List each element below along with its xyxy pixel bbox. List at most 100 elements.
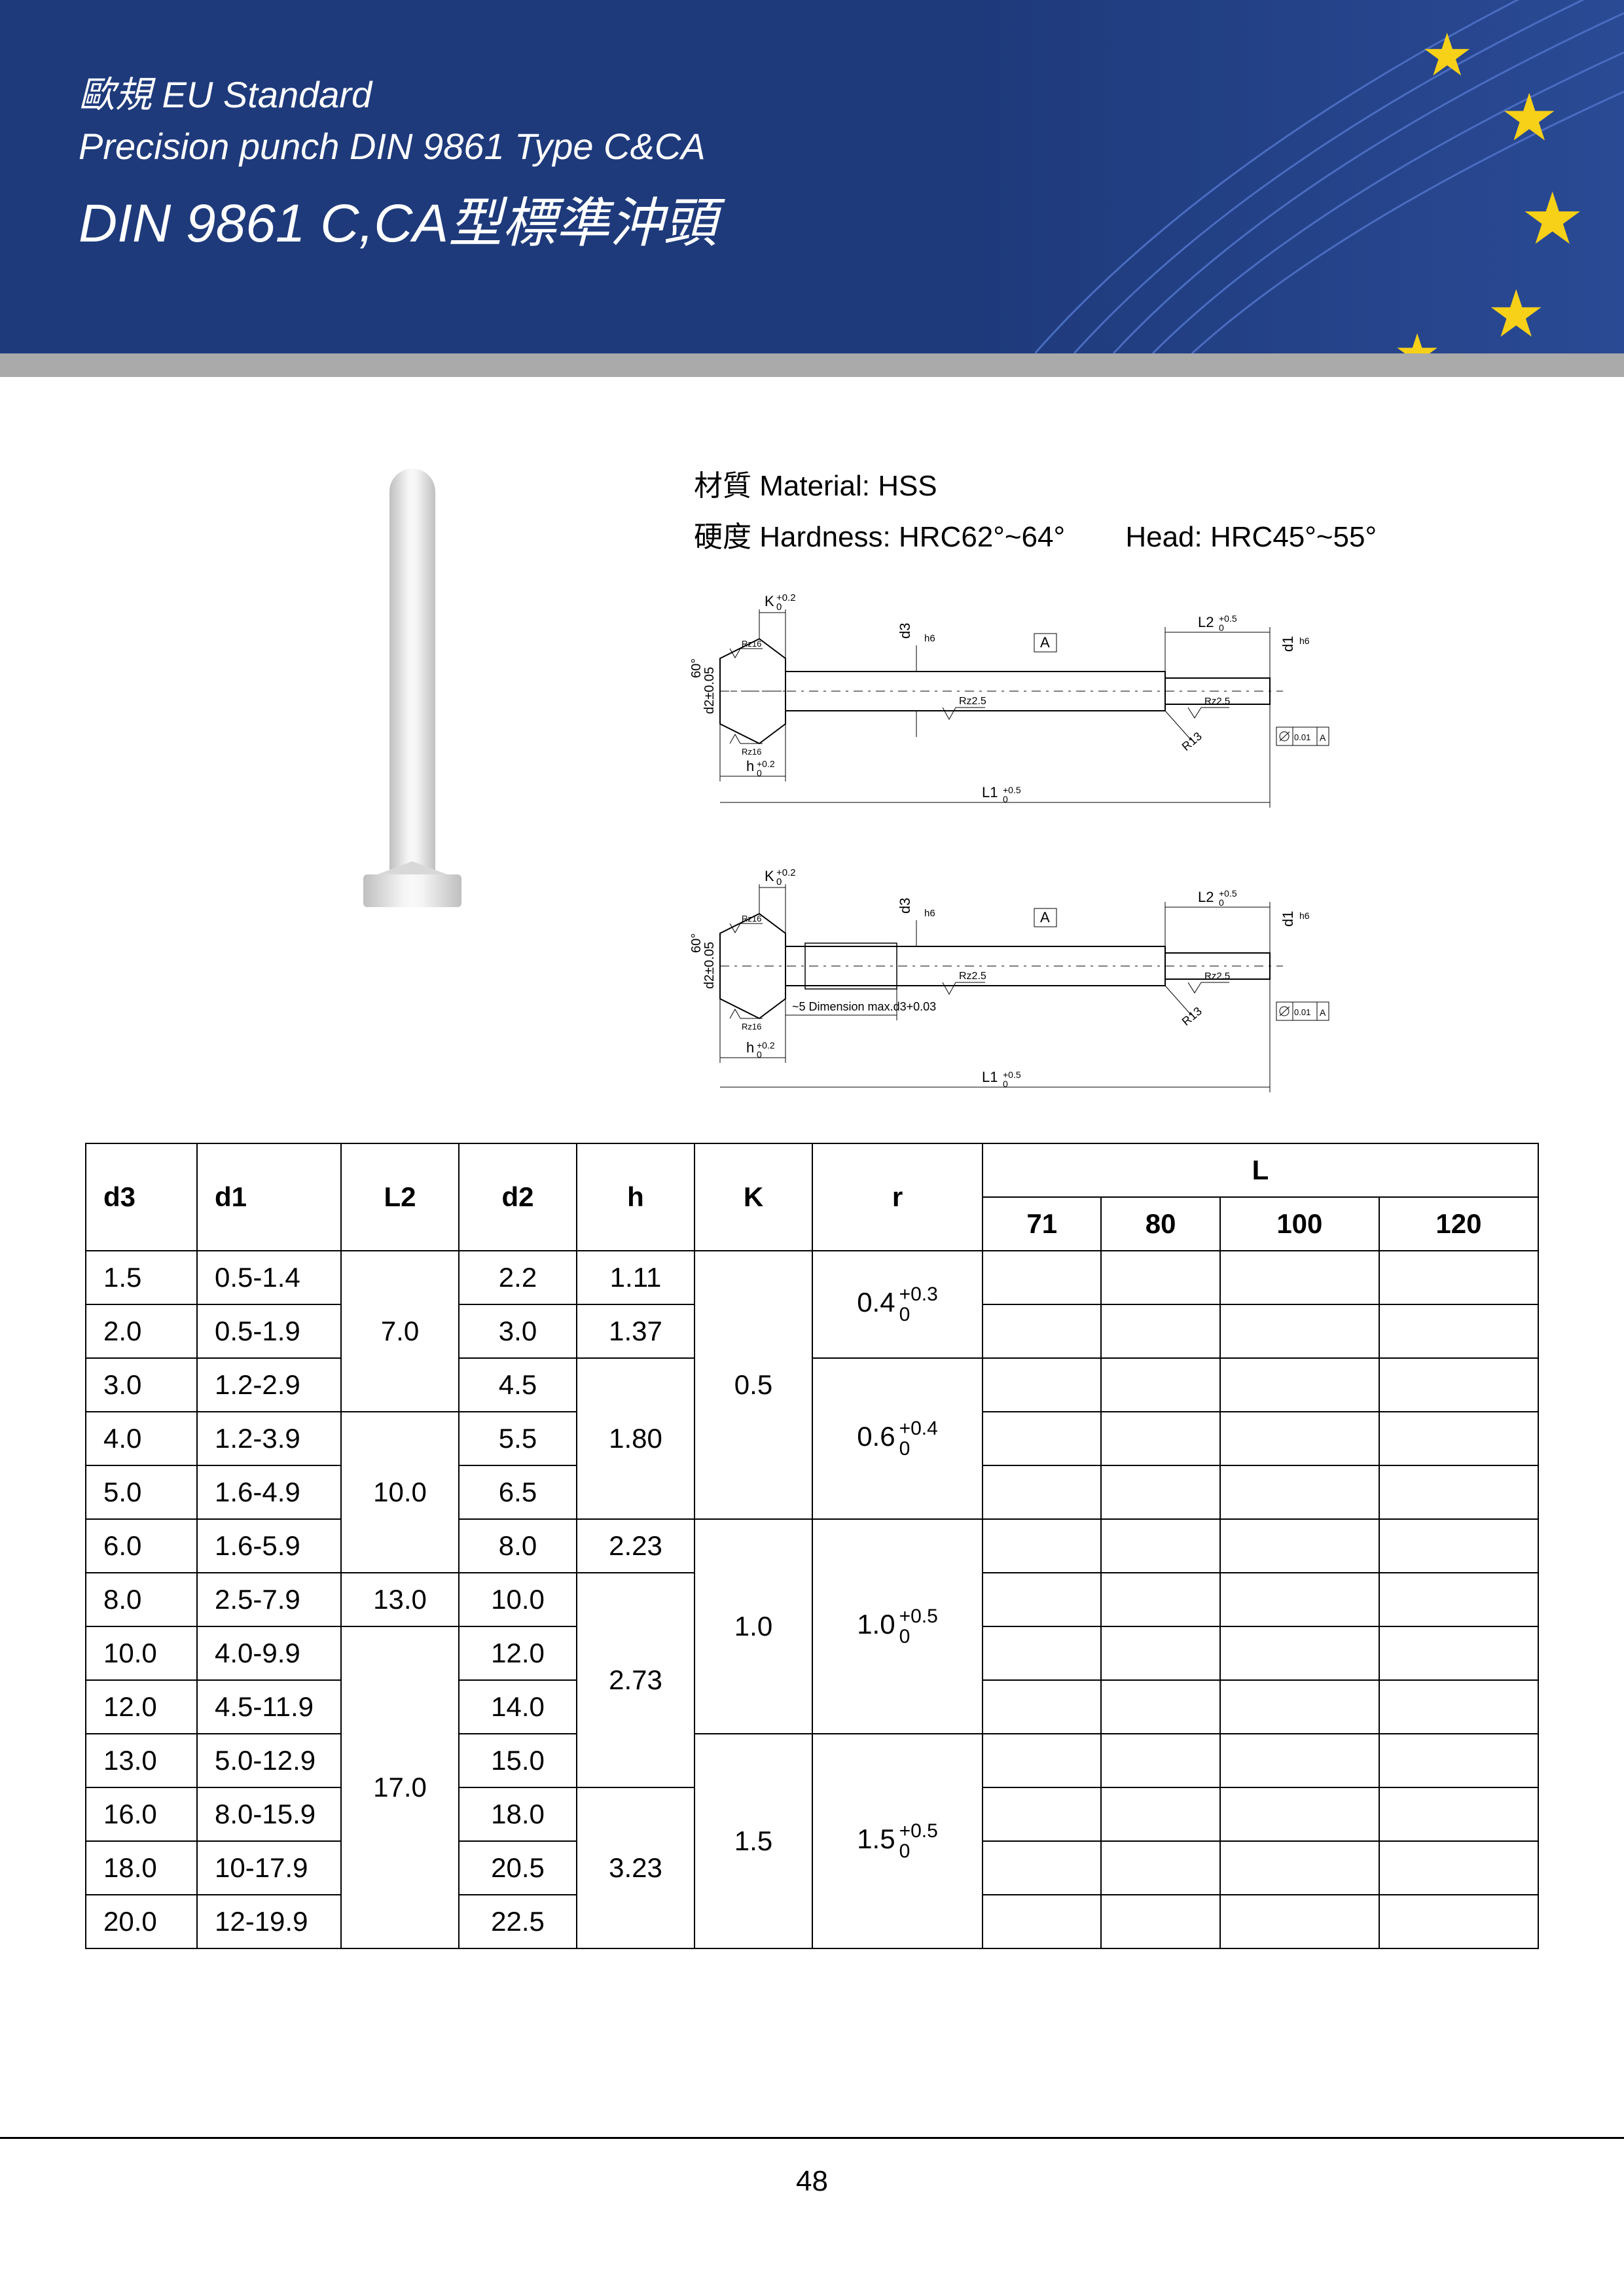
svg-text:h6: h6: [924, 633, 935, 644]
cell-d3: 5.0: [86, 1465, 197, 1519]
cell-L: [1101, 1841, 1219, 1895]
cell-d1: 1.2-3.9: [197, 1412, 341, 1465]
cell-L: [1101, 1358, 1219, 1412]
technical-diagram-2: K+0.20 d3h6 A Rz2.5 Rz2.5 R13 L2+0.50 d1…: [681, 848, 1335, 1126]
cell-L: [1220, 1465, 1379, 1519]
svg-text:~5 Dimension max.d3+0.03: ~5 Dimension max.d3+0.03: [792, 1000, 936, 1013]
cell-d1: 0.5-1.4: [197, 1251, 341, 1304]
svg-text:0: 0: [757, 768, 762, 778]
cell-L: [983, 1626, 1101, 1680]
cell-L: [983, 1251, 1101, 1304]
cell-d2: 6.5: [459, 1465, 577, 1519]
cell-L: [1220, 1573, 1379, 1626]
cell-h: 2.73: [577, 1573, 695, 1787]
cell-r: 0.4+0.30: [812, 1251, 983, 1358]
svg-text:h6: h6: [1299, 910, 1310, 921]
svg-text:Rz16: Rz16: [742, 747, 761, 757]
th-L-71: 71: [983, 1197, 1101, 1251]
star-icon: ★: [1520, 183, 1585, 255]
cell-L: [1379, 1680, 1538, 1734]
cell-L: [1379, 1895, 1538, 1948]
svg-text:d2±0.05: d2±0.05: [702, 942, 717, 989]
cell-d1: 2.5-7.9: [197, 1573, 341, 1626]
cell-d2: 4.5: [459, 1358, 577, 1412]
page-footer: 48: [0, 2137, 1624, 2198]
th-L: L: [983, 1143, 1538, 1197]
cell-h: 1.37: [577, 1304, 695, 1358]
cell-L: [1220, 1358, 1379, 1412]
cell-L: [1101, 1573, 1219, 1626]
svg-text:K: K: [765, 593, 774, 609]
cell-L: [1220, 1304, 1379, 1358]
cell-L: [1379, 1841, 1538, 1895]
svg-text:h6: h6: [1299, 636, 1310, 646]
cell-L: [1379, 1573, 1538, 1626]
cell-d2: 10.0: [459, 1573, 577, 1626]
cell-d3: 10.0: [86, 1626, 197, 1680]
cell-L: [983, 1841, 1101, 1895]
header-decor-lines: [1035, 0, 1624, 353]
cell-L: [983, 1734, 1101, 1787]
svg-text:0.01: 0.01: [1294, 1007, 1310, 1017]
cell-d3: 12.0: [86, 1680, 197, 1734]
cell-L2: 13.0: [341, 1573, 459, 1626]
technical-diagram-1: K+0.20 d3h6 A Rz2.5 Rz2.5 R13 L2+0.50 d1…: [681, 573, 1335, 838]
cell-L: [1101, 1734, 1219, 1787]
cell-L: [1101, 1465, 1219, 1519]
header-subtitle-1: 歐規 EU Standard: [79, 65, 717, 118]
cell-d3: 3.0: [86, 1358, 197, 1412]
page-number: 48: [796, 2165, 828, 2197]
cell-L: [1220, 1734, 1379, 1787]
star-icon: ★: [1420, 26, 1473, 85]
cell-L: [1101, 1626, 1219, 1680]
cell-L: [1379, 1519, 1538, 1573]
cell-d1: 1.6-4.9: [197, 1465, 341, 1519]
cell-L2: 7.0: [341, 1251, 459, 1412]
dimension-table: d3d1L2d2hKrL71801001201.50.5-1.47.02.21.…: [85, 1143, 1539, 1949]
svg-text:60°: 60°: [689, 933, 704, 953]
cell-L: [983, 1412, 1101, 1465]
cell-L: [1101, 1895, 1219, 1948]
cell-d3: 2.0: [86, 1304, 197, 1358]
svg-text:d1: d1: [1280, 636, 1296, 652]
svg-text:h: h: [746, 758, 754, 774]
svg-text:0: 0: [1219, 897, 1224, 908]
cell-r: 1.5+0.50: [812, 1734, 983, 1948]
cell-K: 1.5: [695, 1734, 812, 1948]
svg-text:R13: R13: [1180, 730, 1204, 754]
cell-h: 2.23: [577, 1519, 695, 1573]
cell-d1: 8.0-15.9: [197, 1787, 341, 1841]
cell-L: [983, 1358, 1101, 1412]
cell-L: [1101, 1519, 1219, 1573]
th-r: r: [812, 1143, 983, 1251]
head-label: Head:: [1125, 521, 1202, 553]
cell-L: [1379, 1787, 1538, 1841]
cell-d2: 5.5: [459, 1412, 577, 1465]
th-L-80: 80: [1101, 1197, 1219, 1251]
cell-d2: 15.0: [459, 1734, 577, 1787]
table-row: 1.50.5-1.47.02.21.110.50.4+0.30: [86, 1251, 1538, 1304]
table-row: 13.05.0-12.915.01.51.5+0.50: [86, 1734, 1538, 1787]
th-d2: d2: [459, 1143, 577, 1251]
svg-text:Rz16: Rz16: [742, 639, 761, 649]
cell-L: [983, 1519, 1101, 1573]
cell-L: [983, 1465, 1101, 1519]
svg-text:d3: d3: [897, 623, 913, 639]
th-L2: L2: [341, 1143, 459, 1251]
head-value: HRC45°~55°: [1210, 521, 1377, 553]
spec-block: 材質 Material: HSS 硬度 Hardness: HRC62°~64°…: [694, 462, 1377, 564]
cell-d3: 1.5: [86, 1251, 197, 1304]
svg-text:0: 0: [776, 601, 782, 613]
cell-L: [1379, 1465, 1538, 1519]
star-icon: ★: [1394, 327, 1441, 353]
cell-L: [1101, 1304, 1219, 1358]
table-row: 6.01.6-5.98.02.231.01.0+0.50: [86, 1519, 1538, 1573]
svg-text:Rz16: Rz16: [742, 914, 761, 924]
svg-text:0: 0: [757, 1049, 762, 1060]
th-d1: d1: [197, 1143, 341, 1251]
header-subtitle-2: Precision punch DIN 9861 Type C&CA: [79, 125, 717, 168]
cell-d1: 1.6-5.9: [197, 1519, 341, 1573]
svg-text:h: h: [746, 1039, 754, 1056]
svg-text:Rz2.5: Rz2.5: [959, 971, 986, 982]
cell-L: [1101, 1251, 1219, 1304]
